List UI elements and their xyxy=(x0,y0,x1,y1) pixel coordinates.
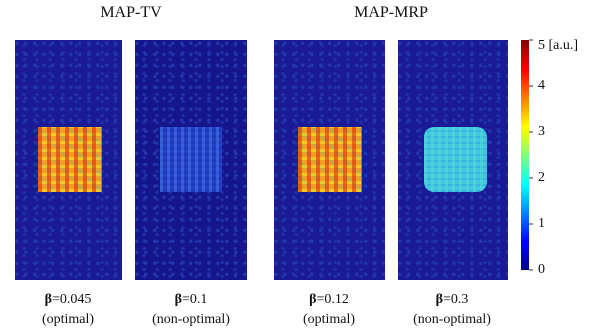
caption-line: β=0.3 xyxy=(387,290,517,310)
caption: β=0.12(optimal) xyxy=(264,290,394,330)
image xyxy=(274,40,385,280)
tick-label: 4 xyxy=(538,78,545,93)
tick-label: 5 [a.u.] xyxy=(538,38,578,53)
image xyxy=(398,40,508,280)
insert xyxy=(38,127,102,192)
colorbar: 0 1 2 3 4 5 [a.u.] xyxy=(510,30,600,280)
image xyxy=(15,40,122,280)
beta-value: =0.1 xyxy=(182,292,207,307)
beta-symbol: β xyxy=(436,292,443,307)
beta-value: =0.045 xyxy=(52,292,91,307)
insert xyxy=(424,127,487,192)
insert xyxy=(298,127,362,192)
caption-line: β=0.12 xyxy=(264,290,394,310)
note: (non-optimal) xyxy=(126,310,256,330)
beta-symbol: β xyxy=(45,292,52,307)
tick-label: 3 xyxy=(538,124,545,139)
caption: β=0.3(non-optimal) xyxy=(387,290,517,330)
note: (optimal) xyxy=(264,310,394,330)
tick-label: 0 xyxy=(538,262,545,277)
header: MAP-MRP xyxy=(271,4,511,22)
note: (optimal) xyxy=(3,310,133,330)
beta-value: =0.12 xyxy=(316,292,348,307)
caption-line: β=0.1 xyxy=(126,290,256,310)
header: MAP-TV xyxy=(11,4,251,22)
tick-label: 2 xyxy=(538,170,545,185)
image xyxy=(135,40,247,280)
beta-symbol: β xyxy=(175,292,182,307)
caption: β=0.045(optimal) xyxy=(3,290,133,330)
insert xyxy=(160,127,222,192)
caption: β=0.1(non-optimal) xyxy=(126,290,256,330)
colorbar-scale xyxy=(521,40,529,270)
tick-label: 1 xyxy=(538,216,545,231)
beta-value: =0.3 xyxy=(443,292,468,307)
caption-line: β=0.045 xyxy=(3,290,133,310)
figure: {"headers": ["MAP-TV", "MAP-MRP"], "pane… xyxy=(0,0,601,335)
note: (non-optimal) xyxy=(387,310,517,330)
